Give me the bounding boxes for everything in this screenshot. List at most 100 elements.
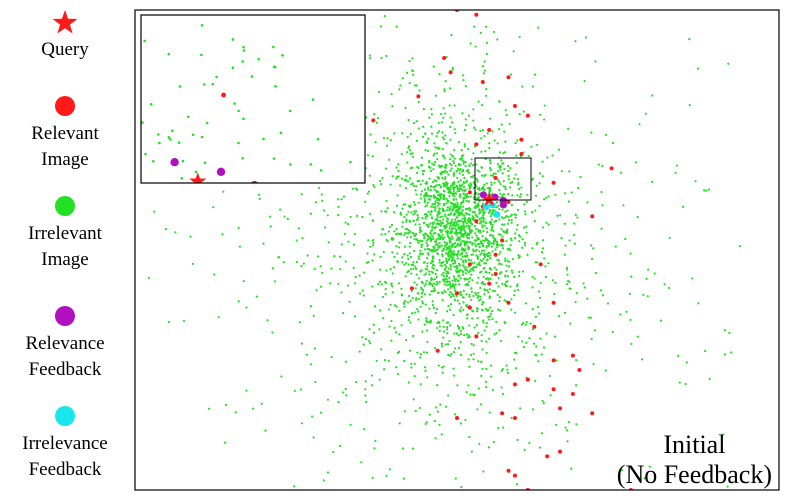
relevant-point <box>487 128 492 132</box>
irrelevant-point <box>480 334 483 337</box>
irrelevant-point <box>434 146 437 149</box>
irrelevant-point <box>544 275 548 279</box>
irrelevant-point <box>480 303 484 306</box>
irrelevant-point <box>429 319 432 322</box>
irrelevant-point <box>266 319 269 322</box>
irrelevant-point <box>470 342 473 345</box>
irrelevant-point <box>398 241 401 244</box>
irrelevant-point <box>412 398 415 401</box>
irrelevant-point <box>452 214 455 217</box>
irrelevant-point <box>395 204 399 207</box>
irrelevant-point <box>473 242 476 245</box>
irrelevant-point <box>461 183 464 186</box>
irrelevant-point <box>427 210 430 213</box>
irrelevant-point <box>624 237 627 241</box>
irrelevant-point <box>458 274 461 277</box>
irrelevant-point <box>420 190 423 193</box>
irrelevant-point <box>540 353 543 356</box>
irrelevant-point <box>452 275 456 278</box>
irrelevant-point <box>429 321 432 324</box>
legend-item-query: Query <box>0 8 130 62</box>
irrelevant-point <box>480 166 484 169</box>
irrelevant-point <box>449 213 452 216</box>
irrelevant-point <box>473 201 476 204</box>
irrelevant-point <box>424 422 427 426</box>
irrelevant-point <box>448 354 452 357</box>
irrelevant-point <box>738 245 741 248</box>
irrelevant-point <box>507 248 510 251</box>
irrelevant-point <box>506 275 510 278</box>
irrelevant-point <box>449 224 452 227</box>
irrelevant-point <box>518 35 521 39</box>
irrelevant-point <box>480 103 484 107</box>
irrelevant-point <box>340 243 343 246</box>
irrelevant-point <box>329 282 332 285</box>
irrelevant-point <box>526 193 529 196</box>
irrelevant-point <box>449 240 452 243</box>
irrelevant-point <box>437 291 440 294</box>
irrelevant-point <box>467 271 470 274</box>
relevance-feedback-point <box>216 167 226 176</box>
irrelevant-point <box>453 262 456 265</box>
irrelevant-point <box>501 392 505 396</box>
irrelevant-point <box>421 179 424 182</box>
irrelevant-point <box>461 112 464 115</box>
irrelevant-point <box>382 136 385 140</box>
irrelevant-point <box>474 45 477 48</box>
irrelevant-point <box>466 222 469 225</box>
irrelevant-point <box>250 75 254 78</box>
irrelevant-point <box>502 185 505 188</box>
irrelevant-point <box>358 292 362 295</box>
irrelevant-point <box>470 273 473 276</box>
irrelevant-point <box>453 298 457 301</box>
irrelevant-point <box>486 289 489 292</box>
irrelevant-point <box>452 252 455 255</box>
irrelevant-point <box>434 196 437 199</box>
irrelevant-point <box>377 90 381 94</box>
irrelevant-point <box>453 128 456 131</box>
irrelevant-point <box>476 204 479 207</box>
irrelevant-point <box>590 244 593 247</box>
irrelevant-point <box>391 175 394 178</box>
irrelevant-point <box>462 259 465 262</box>
irrelevant-point <box>466 336 469 339</box>
irrelevant-point <box>430 249 433 252</box>
irrelevant-point <box>430 217 434 220</box>
irrelevant-point <box>459 264 462 267</box>
irrelevant-point <box>460 211 463 214</box>
irrelevant-point <box>515 367 518 370</box>
irrelevant-point <box>496 293 499 297</box>
irrelevant-point <box>378 309 382 312</box>
irrelevant-point <box>493 266 496 269</box>
irrelevant-point <box>410 312 414 315</box>
irrelevant-point <box>484 307 487 310</box>
irrelevant-point <box>454 227 457 230</box>
irrelevant-point <box>425 320 428 323</box>
irrelevant-point <box>462 160 465 163</box>
irrelevant-point <box>619 313 622 316</box>
irrelevant-point <box>428 273 431 276</box>
irrelevant-point <box>456 176 459 180</box>
irrelevant-point <box>462 308 465 311</box>
irrelevant-point <box>404 186 408 190</box>
irrelevant-point <box>432 306 435 309</box>
irrelevant-point <box>422 125 425 128</box>
irrelevant-point <box>496 308 500 311</box>
irrelevant-point <box>442 330 446 333</box>
irrelevant-point <box>538 172 541 175</box>
irrelevant-point <box>459 167 462 171</box>
irrelevant-point <box>479 129 482 133</box>
relevant-point <box>506 200 511 204</box>
relevant-point <box>467 305 472 310</box>
irrelevant-point <box>461 168 465 171</box>
irrelevant-point <box>372 183 375 187</box>
irrelevant-point <box>426 149 430 153</box>
irrelevant-point <box>330 355 333 359</box>
irrelevant-point <box>498 296 501 299</box>
irrelevant-point <box>694 180 697 183</box>
irrelevant-point <box>394 331 397 334</box>
relevant-point <box>590 411 595 416</box>
irrelevant-point <box>461 255 464 258</box>
relevant-point <box>500 411 505 416</box>
irrelevant-point <box>455 294 458 298</box>
